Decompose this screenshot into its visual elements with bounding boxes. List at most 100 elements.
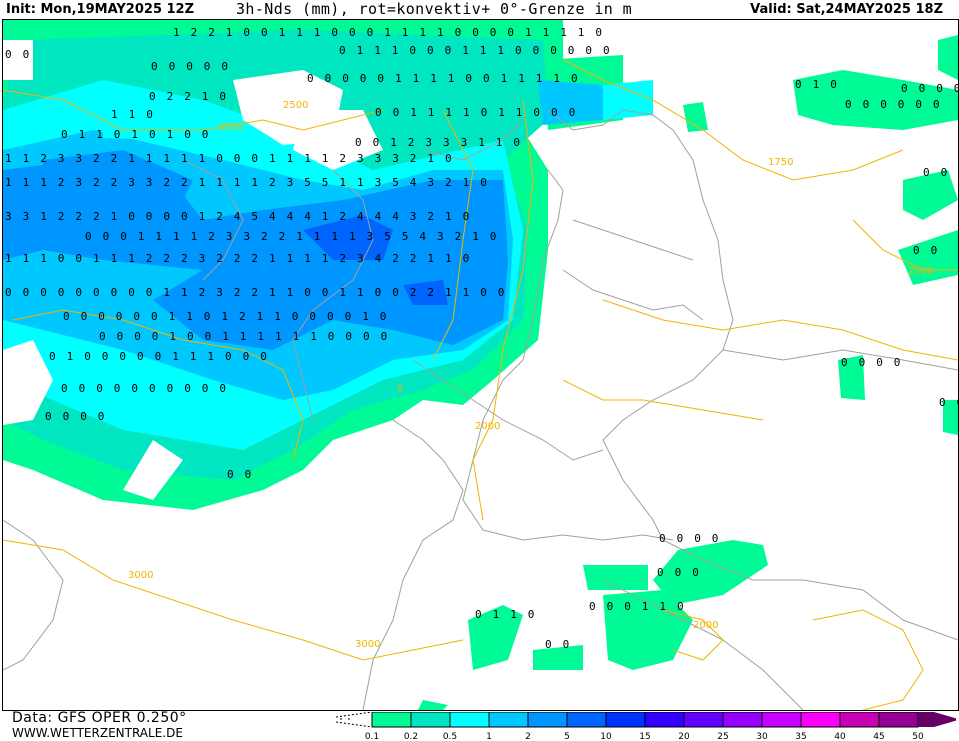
contour-label: 2500 xyxy=(283,100,308,111)
precip-area xyxy=(538,80,603,125)
grid-value: 2 xyxy=(410,252,417,265)
grid-value: 2 xyxy=(279,230,286,243)
grid-value: 0 xyxy=(915,98,922,111)
grid-value: 1 xyxy=(437,26,444,39)
grid-value: 1 xyxy=(190,350,197,363)
grid-value: 1 xyxy=(199,152,206,165)
contour-label: 2000 xyxy=(475,421,500,432)
grid-value: 2 xyxy=(251,252,258,265)
grid-value: 1 xyxy=(257,310,264,323)
grid-value: 2 xyxy=(339,152,346,165)
grid-value: 0 xyxy=(480,176,487,189)
grid-value: 1 xyxy=(357,286,364,299)
grid-value: 0 xyxy=(184,128,191,141)
grid-value: 1 xyxy=(553,72,560,85)
grid-value: 2 xyxy=(251,286,258,299)
no-precip-gap xyxy=(123,440,183,500)
no-precip-gap xyxy=(3,40,33,80)
grid-value: 0 xyxy=(465,72,472,85)
grid-value: 2 xyxy=(208,230,215,243)
grid-value: 1 xyxy=(518,72,525,85)
grid-value: 0 xyxy=(119,350,126,363)
grid-value: 1 xyxy=(496,136,503,149)
grid-value: 0 xyxy=(151,60,158,73)
grid-value: 1 xyxy=(128,252,135,265)
grid-value: 0 xyxy=(245,468,252,481)
grid-value: 2 xyxy=(58,176,65,189)
precip-area xyxy=(793,70,958,130)
grid-value: 3 xyxy=(427,176,434,189)
grid-value: 5 xyxy=(392,176,399,189)
legend-tick-label: 35 xyxy=(795,732,806,741)
grid-value: 2 xyxy=(191,26,198,39)
contour-label: 1750 xyxy=(768,157,793,168)
contour-label: 0 xyxy=(397,384,403,395)
grid-value: 1 xyxy=(478,136,485,149)
grid-value: 2 xyxy=(427,286,434,299)
grid-value: 1 xyxy=(131,128,138,141)
legend-tick-label: 30 xyxy=(756,732,768,741)
legend-swatch xyxy=(410,712,451,728)
grid-value: 1 xyxy=(462,44,469,57)
grid-value: 3 xyxy=(357,252,364,265)
grid-value: 0 xyxy=(936,82,943,95)
grid-value: 2 xyxy=(410,286,417,299)
precip-area xyxy=(418,35,958,710)
grid-value: 0 xyxy=(677,532,684,545)
grid-value: 1 xyxy=(392,44,399,57)
grid-value: 0 xyxy=(243,26,250,39)
grid-value: 0 xyxy=(490,230,497,243)
grid-value: 1 xyxy=(331,230,338,243)
grid-value: 3 xyxy=(287,176,294,189)
grid-value: 0 xyxy=(5,286,12,299)
grid-value: 1 xyxy=(395,72,402,85)
grid-value: 0 xyxy=(957,396,958,409)
grid-value: 1 xyxy=(222,330,229,343)
grid-value: 0 xyxy=(111,286,118,299)
grid-value: 1 xyxy=(310,330,317,343)
freezing-level-contour xyxy=(562,59,904,181)
grid-value: 0 xyxy=(859,356,866,369)
grid-value: 0 xyxy=(551,106,558,119)
legend-tick-label: 40 xyxy=(834,732,846,741)
grid-value: 0 xyxy=(427,44,434,57)
grid-value: 1 xyxy=(167,128,174,141)
grid-value: 3 xyxy=(375,176,382,189)
border-line xyxy=(462,169,674,541)
grid-value: 1 xyxy=(445,252,452,265)
grid-value: 2 xyxy=(445,176,452,189)
grid-value: 1 xyxy=(129,108,136,121)
grid-value: 1 xyxy=(445,286,452,299)
grid-value: 1 xyxy=(23,252,30,265)
grid-value: 1 xyxy=(269,152,276,165)
grid-value: 0 xyxy=(380,310,387,323)
grid-value: 0 xyxy=(152,330,159,343)
grid-value: 0 xyxy=(116,310,123,323)
grid-value: 2 xyxy=(93,176,100,189)
grid-value: 1 xyxy=(5,252,12,265)
grid-value: 1 xyxy=(314,26,321,39)
grid-value: 1 xyxy=(274,310,281,323)
grid-value: 0 xyxy=(563,638,570,651)
grid-value: 0 xyxy=(114,128,121,141)
grid-value: 4 xyxy=(304,210,311,223)
grid-value: 1 xyxy=(96,128,103,141)
grid-value: 2 xyxy=(239,310,246,323)
legend-tick-label: 2 xyxy=(525,732,531,741)
grid-value: 1 xyxy=(296,26,303,39)
grid-value: 0 xyxy=(712,532,719,545)
grid-value: 0 xyxy=(85,230,92,243)
border-line xyxy=(182,159,244,281)
grid-value: 1 xyxy=(427,252,434,265)
grid-value: 0 xyxy=(355,136,362,149)
grid-value: 0 xyxy=(607,600,614,613)
grid-value: 0 xyxy=(163,210,170,223)
legend-tick-label: 25 xyxy=(717,732,728,741)
grid-value: 0 xyxy=(331,26,338,39)
grid-value: 0 xyxy=(103,230,110,243)
grid-value: 1 xyxy=(128,152,135,165)
grid-value: 3 xyxy=(58,152,65,165)
grid-value: 1 xyxy=(813,78,820,91)
grid-value: 0 xyxy=(243,350,250,363)
